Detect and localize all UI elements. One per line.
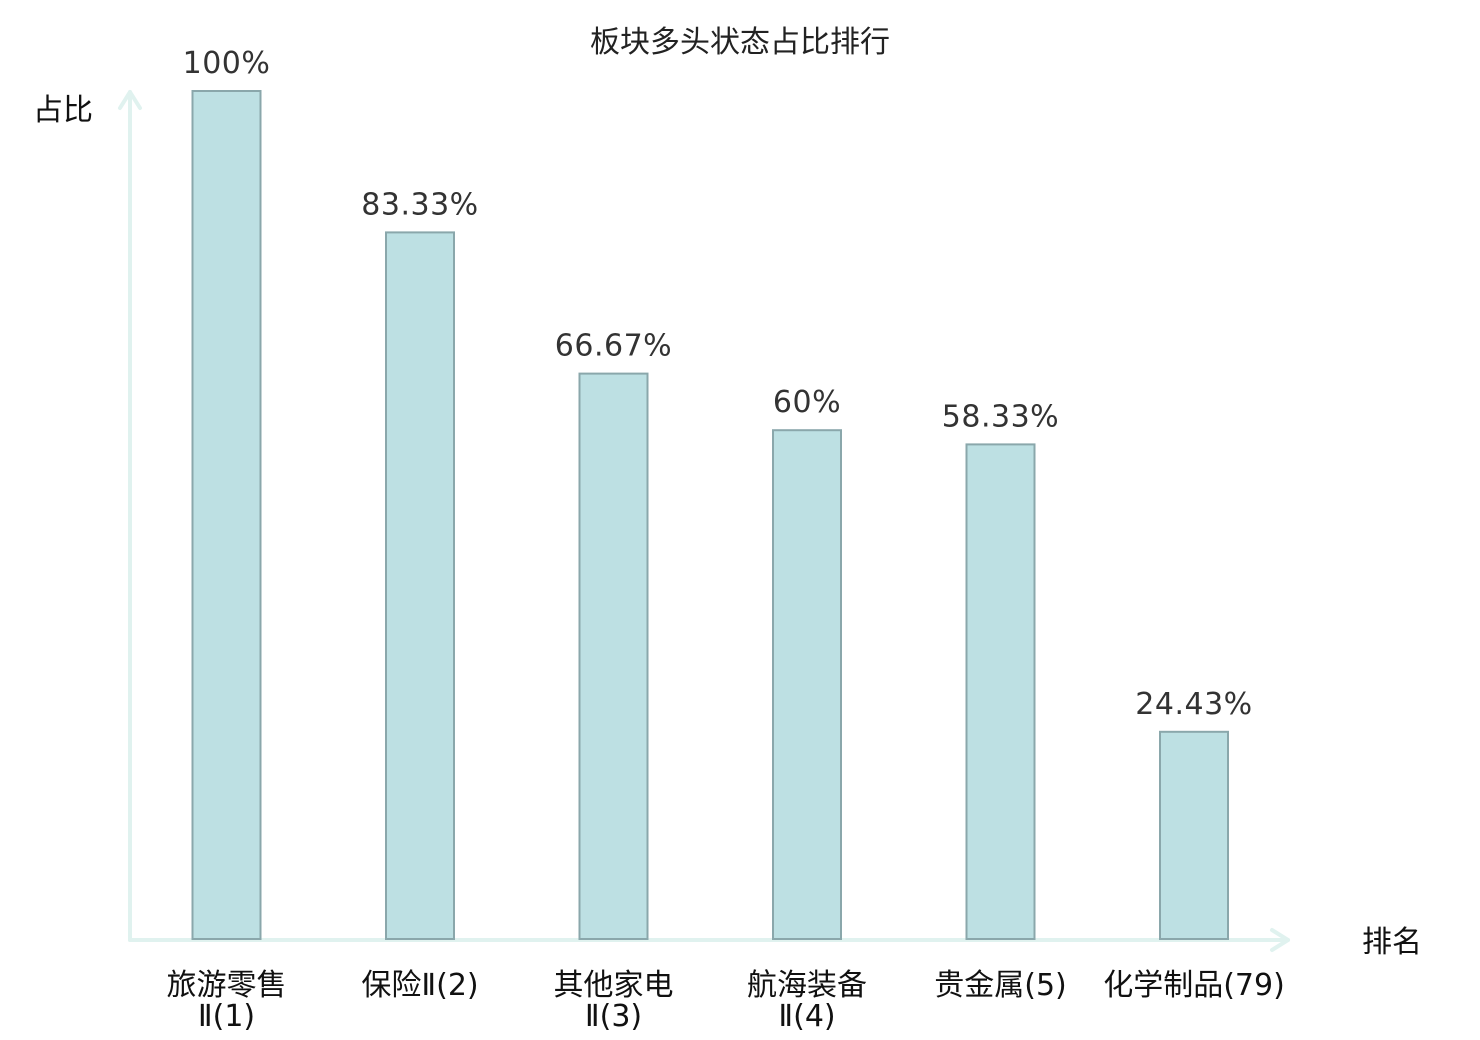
- category-label: 其他家电: [554, 968, 674, 1003]
- y-axis-label: 占比: [33, 93, 93, 128]
- bar: [385, 231, 455, 940]
- y-axis-arrow: [118, 90, 142, 110]
- category-label: 化学制品(79): [1103, 968, 1285, 1003]
- category-label: 旅游零售: [167, 968, 287, 1003]
- chart-title: 板块多头状态占比排行: [590, 25, 890, 60]
- value-label: 24.43%: [1135, 687, 1252, 722]
- bar: [965, 443, 1036, 940]
- axes: [118, 90, 1290, 952]
- x-axis-label: 排名: [1362, 925, 1422, 960]
- bar: [578, 372, 649, 941]
- bar: [1159, 730, 1229, 940]
- category-label: 贵金属(5): [934, 968, 1067, 1003]
- bar: [772, 429, 842, 940]
- bar-series: [191, 90, 1229, 941]
- value-labels: 100% 83.33% 66.67% 60% 58.33% 24.43%: [183, 46, 1253, 722]
- category-label: 保险Ⅱ(2): [361, 968, 478, 1003]
- value-label: 58.33%: [942, 399, 1059, 434]
- category-label-line2: Ⅱ(3): [585, 999, 642, 1034]
- value-label: 100%: [183, 46, 271, 81]
- x-axis-arrow: [1270, 928, 1290, 952]
- category-label: 航海装备: [747, 968, 867, 1003]
- value-label: 66.67%: [555, 329, 672, 364]
- category-label-line2: Ⅱ(1): [198, 999, 255, 1034]
- category-label-line2: Ⅱ(4): [778, 999, 835, 1034]
- value-label: 83.33%: [361, 187, 478, 222]
- value-label: 60%: [773, 385, 841, 420]
- bar: [191, 90, 262, 940]
